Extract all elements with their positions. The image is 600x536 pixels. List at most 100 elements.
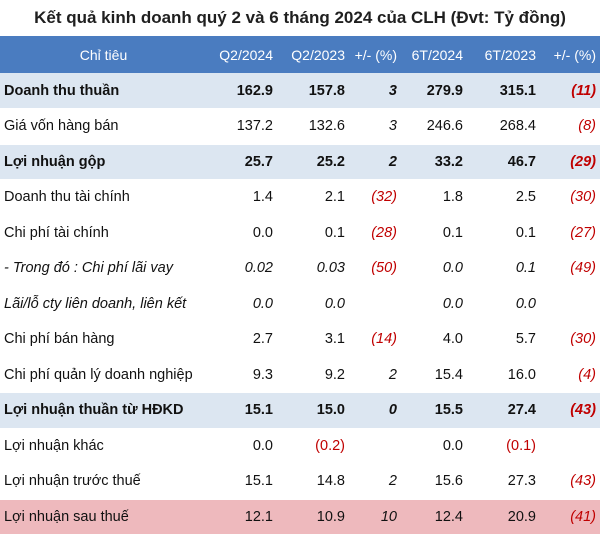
cell-q2-2023: 132.6 xyxy=(308,118,345,135)
cell-6m-2023: 268.4 xyxy=(499,118,536,135)
cell-q2-2024: 162.9 xyxy=(207,73,277,109)
cell-6m-change: (30) xyxy=(570,331,596,348)
table-row-gross-profit: Lợi nhuận gộp 25.7 25.2 2 33.2 46.7 (29) xyxy=(0,144,600,180)
cell-6m-2024: 0.0 xyxy=(442,295,463,312)
financial-results-table: Chỉ tiêu Q2/2024 Q2/2023 +/- (%) 6T/2024… xyxy=(0,36,600,535)
cell-6m-2023: 46.7 xyxy=(467,144,540,180)
cell-q2-2023: 10.9 xyxy=(277,499,349,535)
cell-q2-2024: 0.02 xyxy=(244,260,273,277)
cell-q2-change xyxy=(349,286,401,322)
cell-6m-2023: 27.4 xyxy=(467,392,540,428)
cell-q2-2023: 2.1 xyxy=(324,189,345,206)
table-row-profit-after-tax: Lợi nhuận sau thuế 12.1 10.9 10 12.4 20.9 (41) xyxy=(0,499,600,535)
cell-6m-2023: 27.3 xyxy=(507,473,536,490)
cell-q2-2023: 14.8 xyxy=(316,473,345,490)
cell-q2-change: 3 xyxy=(349,73,401,109)
cell-q2-2023: 0.0 xyxy=(324,295,345,312)
row-label: Chi phí quản lý doanh nghiệp xyxy=(4,366,193,383)
cell-q2-2023: 157.8 xyxy=(277,73,349,109)
cell-q2-2024: 0.0 xyxy=(252,224,273,241)
cell-q2-2023: 15.0 xyxy=(277,392,349,428)
table-row-cogs: Giá vốn hàng bán 137.2 132.6 3 246.6 268.4 (8) xyxy=(0,109,600,144)
cell-6m-2023: 0.1 xyxy=(515,260,536,277)
cell-q2-2023: 0.03 xyxy=(316,260,345,277)
row-label: Lãi/lỗ cty liên doanh, liên kết xyxy=(4,295,187,312)
cell-6m-2023: 20.9 xyxy=(467,499,540,535)
cell-q2-change: (50) xyxy=(371,260,397,277)
table-row-interest-expense: - Trong đó : Chi phí lãi vay 0.02 0.03 (50)… xyxy=(0,251,600,286)
table-row-net-revenue: Doanh thu thuần 162.9 157.8 3 279.9 315.1 (11) xyxy=(0,73,600,109)
table-row-other-profit: Lợi nhuận khác 0.0 (0.2) 0.0 (0.1) xyxy=(0,428,600,464)
row-label: Chi phí bán hàng xyxy=(4,331,115,348)
cell-q2-change: (32) xyxy=(371,189,397,206)
cell-6m-2024: 0.1 xyxy=(442,224,463,241)
row-label: Lợi nhuận gộp xyxy=(0,144,207,180)
cell-q2-change: 2 xyxy=(388,473,397,490)
cell-6m-change xyxy=(540,286,600,322)
cell-q2-change: 2 xyxy=(388,366,397,383)
cell-6m-change: (49) xyxy=(570,260,596,277)
cell-6m-2023: 2.5 xyxy=(515,189,536,206)
cell-q2-2024: 9.3 xyxy=(252,366,273,383)
cell-6m-2024: 0.0 xyxy=(442,260,463,277)
cell-6m-change xyxy=(540,428,600,464)
cell-6m-2024: 15.5 xyxy=(401,392,467,428)
cell-6m-2024: 15.4 xyxy=(434,366,463,383)
header-6m-change: +/- (%) xyxy=(553,46,596,63)
cell-6m-2023: 16.0 xyxy=(507,366,536,383)
row-label: Lợi nhuận khác xyxy=(4,437,104,454)
cell-6m-2023: 0.1 xyxy=(515,224,536,241)
row-label: Lợi nhuận sau thuế xyxy=(0,499,207,535)
cell-6m-2024: 12.4 xyxy=(401,499,467,535)
cell-q2-2024: 25.7 xyxy=(207,144,277,180)
cell-6m-change: (43) xyxy=(570,473,596,490)
cell-q2-2024: 0.0 xyxy=(252,295,273,312)
row-label: - Trong đó : Chi phí lãi vay xyxy=(4,260,173,277)
cell-6m-change: (4) xyxy=(578,366,596,383)
cell-6m-2024: 33.2 xyxy=(401,144,467,180)
cell-6m-2024: 15.6 xyxy=(434,473,463,490)
header-q2-2023: Q2/2023 xyxy=(291,46,345,63)
header-indicator: Chỉ tiêu xyxy=(79,46,128,63)
cell-q2-2024: 12.1 xyxy=(207,499,277,535)
cell-q2-change: 3 xyxy=(388,118,397,135)
table-title: Kết quả kinh doanh quý 2 và 6 tháng 2024… xyxy=(34,8,566,27)
cell-6m-2023: (0.1) xyxy=(506,437,536,454)
cell-q2-2023: 0.1 xyxy=(324,224,345,241)
cell-q2-2023: 25.2 xyxy=(277,144,349,180)
cell-q2-change: 0 xyxy=(349,392,401,428)
cell-6m-2023: 0.0 xyxy=(515,295,536,312)
cell-6m-2024: 246.6 xyxy=(426,118,463,135)
cell-6m-2024: 1.8 xyxy=(442,189,463,206)
cell-6m-change: (11) xyxy=(540,73,600,109)
cell-q2-2024: 0.0 xyxy=(252,437,273,454)
header-row: Chỉ tiêu Q2/2024 Q2/2023 +/- (%) 6T/2024… xyxy=(0,36,600,73)
cell-q2-change xyxy=(349,428,401,464)
row-label: Lợi nhuận trước thuế xyxy=(4,473,141,490)
header-q2-2024: Q2/2024 xyxy=(219,46,273,63)
cell-q2-change: (14) xyxy=(371,331,397,348)
row-label: Doanh thu thuần xyxy=(0,73,207,109)
cell-6m-2024: 4.0 xyxy=(442,331,463,348)
cell-q2-change: 2 xyxy=(349,144,401,180)
cell-6m-change: (8) xyxy=(578,118,596,135)
cell-q2-change: 10 xyxy=(349,499,401,535)
cell-6m-2023: 5.7 xyxy=(515,331,536,348)
cell-q2-2023: (0.2) xyxy=(315,437,345,454)
table-row-financial-expense: Chi phí tài chính 0.0 0.1 (28) 0.1 0.1 (27) xyxy=(0,215,600,251)
table-row-admin-expense: Chi phí quản lý doanh nghiệp 9.3 9.2 2 15.4 1… xyxy=(0,357,600,393)
row-label: Lợi nhuận thuần từ HĐKD xyxy=(0,392,207,428)
header-q2-change: +/- (%) xyxy=(354,46,397,63)
cell-q2-change: (28) xyxy=(371,224,397,241)
table-row-profit-before-tax: Lợi nhuận trước thuế 15.1 14.8 2 15.6 27.3 (43… xyxy=(0,464,600,499)
cell-6m-2024: 279.9 xyxy=(401,73,467,109)
cell-q2-2024: 1.4 xyxy=(252,189,273,206)
row-label: Giá vốn hàng bán xyxy=(4,118,119,135)
cell-q2-2024: 137.2 xyxy=(236,118,273,135)
table-row-operating-profit: Lợi nhuận thuần từ HĐKD 15.1 15.0 0 15.5 27.4… xyxy=(0,392,600,428)
cell-6m-2024: 0.0 xyxy=(442,437,463,454)
cell-6m-change: (30) xyxy=(570,189,596,206)
cell-q2-2024: 15.1 xyxy=(207,392,277,428)
cell-q2-2023: 3.1 xyxy=(324,331,345,348)
cell-6m-change: (43) xyxy=(540,392,600,428)
